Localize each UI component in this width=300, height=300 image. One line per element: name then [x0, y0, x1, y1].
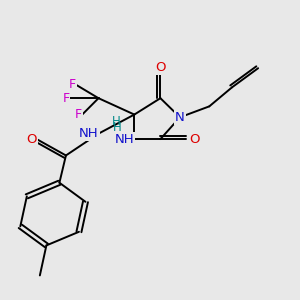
Text: H: H: [112, 121, 121, 134]
Text: H: H: [112, 115, 120, 128]
Text: NH: NH: [79, 127, 98, 140]
Text: N: N: [175, 111, 185, 124]
Text: F: F: [62, 92, 70, 105]
Text: F: F: [75, 108, 82, 121]
Text: F: F: [69, 78, 76, 91]
Text: O: O: [26, 133, 37, 146]
Text: NH: NH: [115, 133, 134, 146]
Text: O: O: [155, 61, 166, 74]
Text: O: O: [189, 133, 200, 146]
